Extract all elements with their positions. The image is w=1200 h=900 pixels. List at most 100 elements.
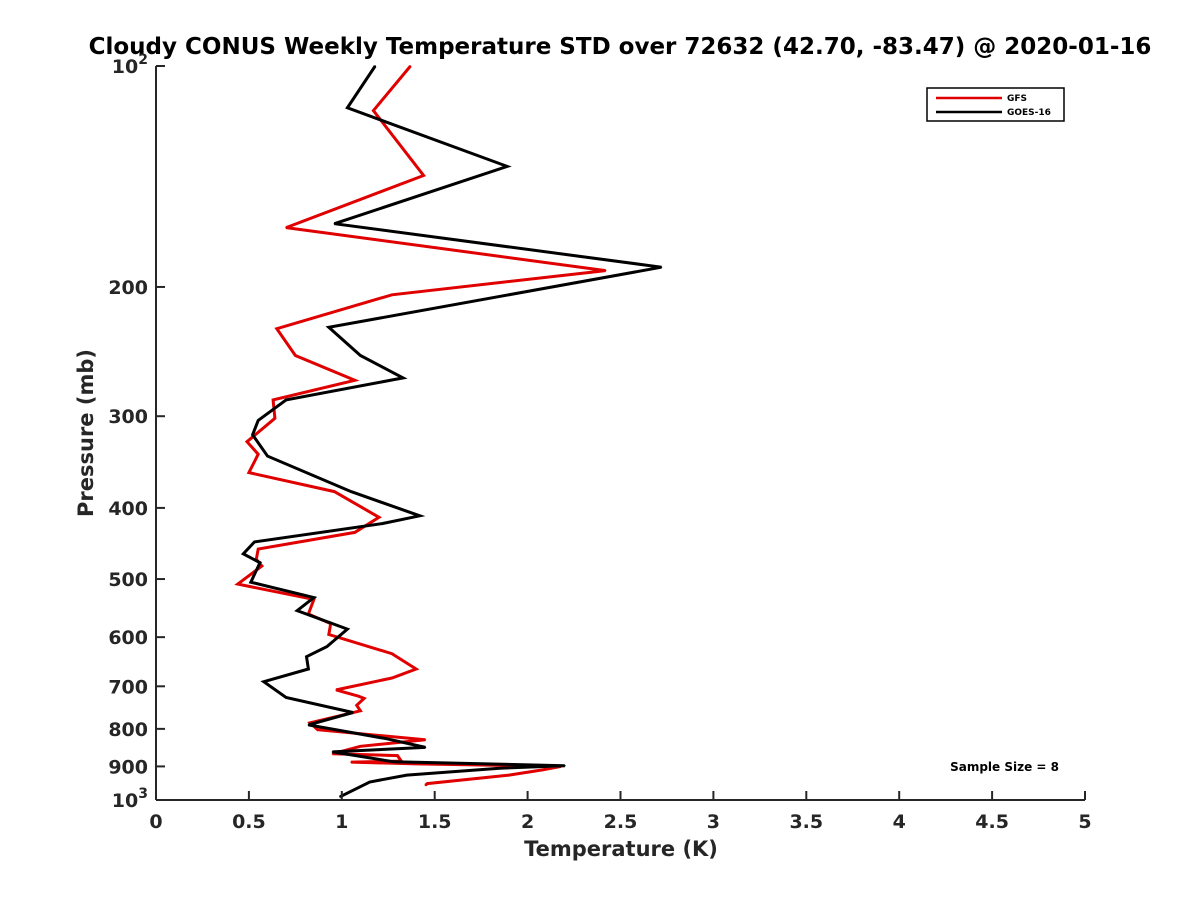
y-tick-label: 900 xyxy=(108,756,148,778)
legend-box xyxy=(926,87,1065,122)
x-tick-label: 5 xyxy=(1078,811,1091,833)
data-point-gfs xyxy=(372,109,375,112)
y-tick-label: 800 xyxy=(108,719,148,741)
y-tick-label: 103 xyxy=(112,786,148,812)
data-point-gfs xyxy=(257,453,260,456)
data-point-goes-16 xyxy=(333,222,336,225)
x-tick-label: 4.5 xyxy=(975,811,1009,833)
legend: GFS GOES-16 xyxy=(926,87,1065,122)
data-point-goes-16 xyxy=(368,781,371,783)
x-tick-label: 3 xyxy=(707,811,720,833)
data-point-goes-16 xyxy=(419,515,421,517)
data-point-gfs xyxy=(276,327,278,330)
data-point-goes-16 xyxy=(251,434,254,436)
data-point-gfs xyxy=(261,565,263,567)
data-point-gfs xyxy=(359,710,362,712)
data-point-goes-16 xyxy=(331,751,334,753)
data-point-gfs xyxy=(422,174,425,177)
x-axis: 0 0.5 1 1.5 2 2.5 3 3.5 4 4.5 5 xyxy=(149,791,1092,833)
data-point-goes-16 xyxy=(424,746,427,749)
data-point-gfs xyxy=(409,65,412,67)
data-point-goes-16 xyxy=(328,326,330,329)
y-tick-label: 500 xyxy=(108,569,148,591)
data-point-goes-16 xyxy=(253,541,256,543)
legend-label: GFS xyxy=(1007,94,1027,104)
data-point-goes-16 xyxy=(346,107,349,109)
data-point-goes-16 xyxy=(259,561,261,564)
data-point-gfs xyxy=(391,294,393,296)
data-point-gfs xyxy=(316,728,319,731)
x-tick-label: 0.5 xyxy=(232,811,266,833)
data-point-goes-16 xyxy=(307,724,310,726)
data-point-goes-16 xyxy=(242,553,245,555)
data-point-gfs xyxy=(357,695,360,697)
series-layer xyxy=(234,65,663,799)
data-point-gfs xyxy=(274,417,276,420)
data-point-goes-16 xyxy=(346,628,349,630)
data-point-goes-16 xyxy=(326,645,328,648)
data-point-goes-16 xyxy=(305,655,308,658)
data-point-gfs xyxy=(391,652,393,655)
data-point-gfs xyxy=(237,583,239,585)
y-tick-label: 102 xyxy=(112,52,148,78)
data-point-goes-16 xyxy=(313,596,315,599)
data-point-goes-16 xyxy=(266,455,269,457)
data-point-gfs xyxy=(391,677,393,679)
data-point-gfs xyxy=(415,668,417,670)
data-point-goes-16 xyxy=(339,796,341,798)
data-point-goes-16 xyxy=(393,761,395,763)
series-line-goes-16 xyxy=(240,65,662,799)
data-point-gfs xyxy=(363,697,365,700)
data-point-goes-16 xyxy=(285,696,287,699)
data-point-gfs xyxy=(541,769,544,771)
data-point-goes-16 xyxy=(385,737,388,740)
y-axis: 102 200 300 400 500 600 700 800 900 103 xyxy=(108,52,165,812)
data-point-gfs xyxy=(426,782,429,785)
data-point-goes-16 xyxy=(564,764,566,767)
data-point-goes-16 xyxy=(402,377,404,379)
data-point-goes-16 xyxy=(374,65,377,67)
y-tick-label: 200 xyxy=(108,277,148,299)
data-point-gfs xyxy=(354,531,356,534)
data-point-goes-16 xyxy=(263,680,265,683)
data-point-gfs xyxy=(294,354,297,357)
x-tick-label: 2.5 xyxy=(604,811,638,833)
y-axis-label: Pressure (mb) xyxy=(74,349,98,517)
y-tick-label: 600 xyxy=(108,627,148,649)
data-point-goes-16 xyxy=(285,399,287,401)
data-point-gfs xyxy=(246,440,248,443)
x-axis-label: Temperature (K) xyxy=(524,837,718,861)
data-point-gfs xyxy=(396,754,399,757)
data-point-goes-16 xyxy=(406,774,408,776)
data-point-goes-16 xyxy=(350,490,352,493)
data-point-goes-16 xyxy=(506,165,509,168)
x-tick-label: 0 xyxy=(149,811,162,833)
data-point-gfs xyxy=(359,745,362,748)
x-tick-label: 1.5 xyxy=(418,811,452,833)
data-point-gfs xyxy=(333,490,336,493)
chart-title: Cloudy CONUS Weekly Temperature STD over… xyxy=(89,34,1152,60)
data-point-gfs xyxy=(350,761,352,763)
data-point-gfs xyxy=(508,774,510,776)
data-point-gfs xyxy=(248,471,250,474)
data-point-gfs xyxy=(285,226,287,229)
x-tick-label: 4 xyxy=(893,811,906,833)
data-point-gfs xyxy=(272,399,274,401)
data-point-gfs xyxy=(328,633,330,636)
series-line-gfs xyxy=(234,65,606,787)
data-point-goes-16 xyxy=(381,522,384,525)
sample-size-annotation: Sample Size = 8 xyxy=(950,760,1059,774)
legend-label: GOES-16 xyxy=(1007,108,1051,118)
y-tick-label: 300 xyxy=(108,406,148,428)
data-point-gfs xyxy=(257,548,260,550)
data-point-goes-16 xyxy=(250,581,252,583)
data-point-goes-16 xyxy=(660,266,663,269)
data-point-gfs xyxy=(424,739,427,741)
data-point-goes-16 xyxy=(257,419,260,422)
y-tick-label: 700 xyxy=(108,676,148,698)
data-point-gfs xyxy=(355,704,358,707)
y-tick-label: 400 xyxy=(108,498,148,520)
x-tick-label: 1 xyxy=(335,811,348,833)
data-point-goes-16 xyxy=(359,354,362,357)
x-tick-label: 2 xyxy=(521,811,534,833)
